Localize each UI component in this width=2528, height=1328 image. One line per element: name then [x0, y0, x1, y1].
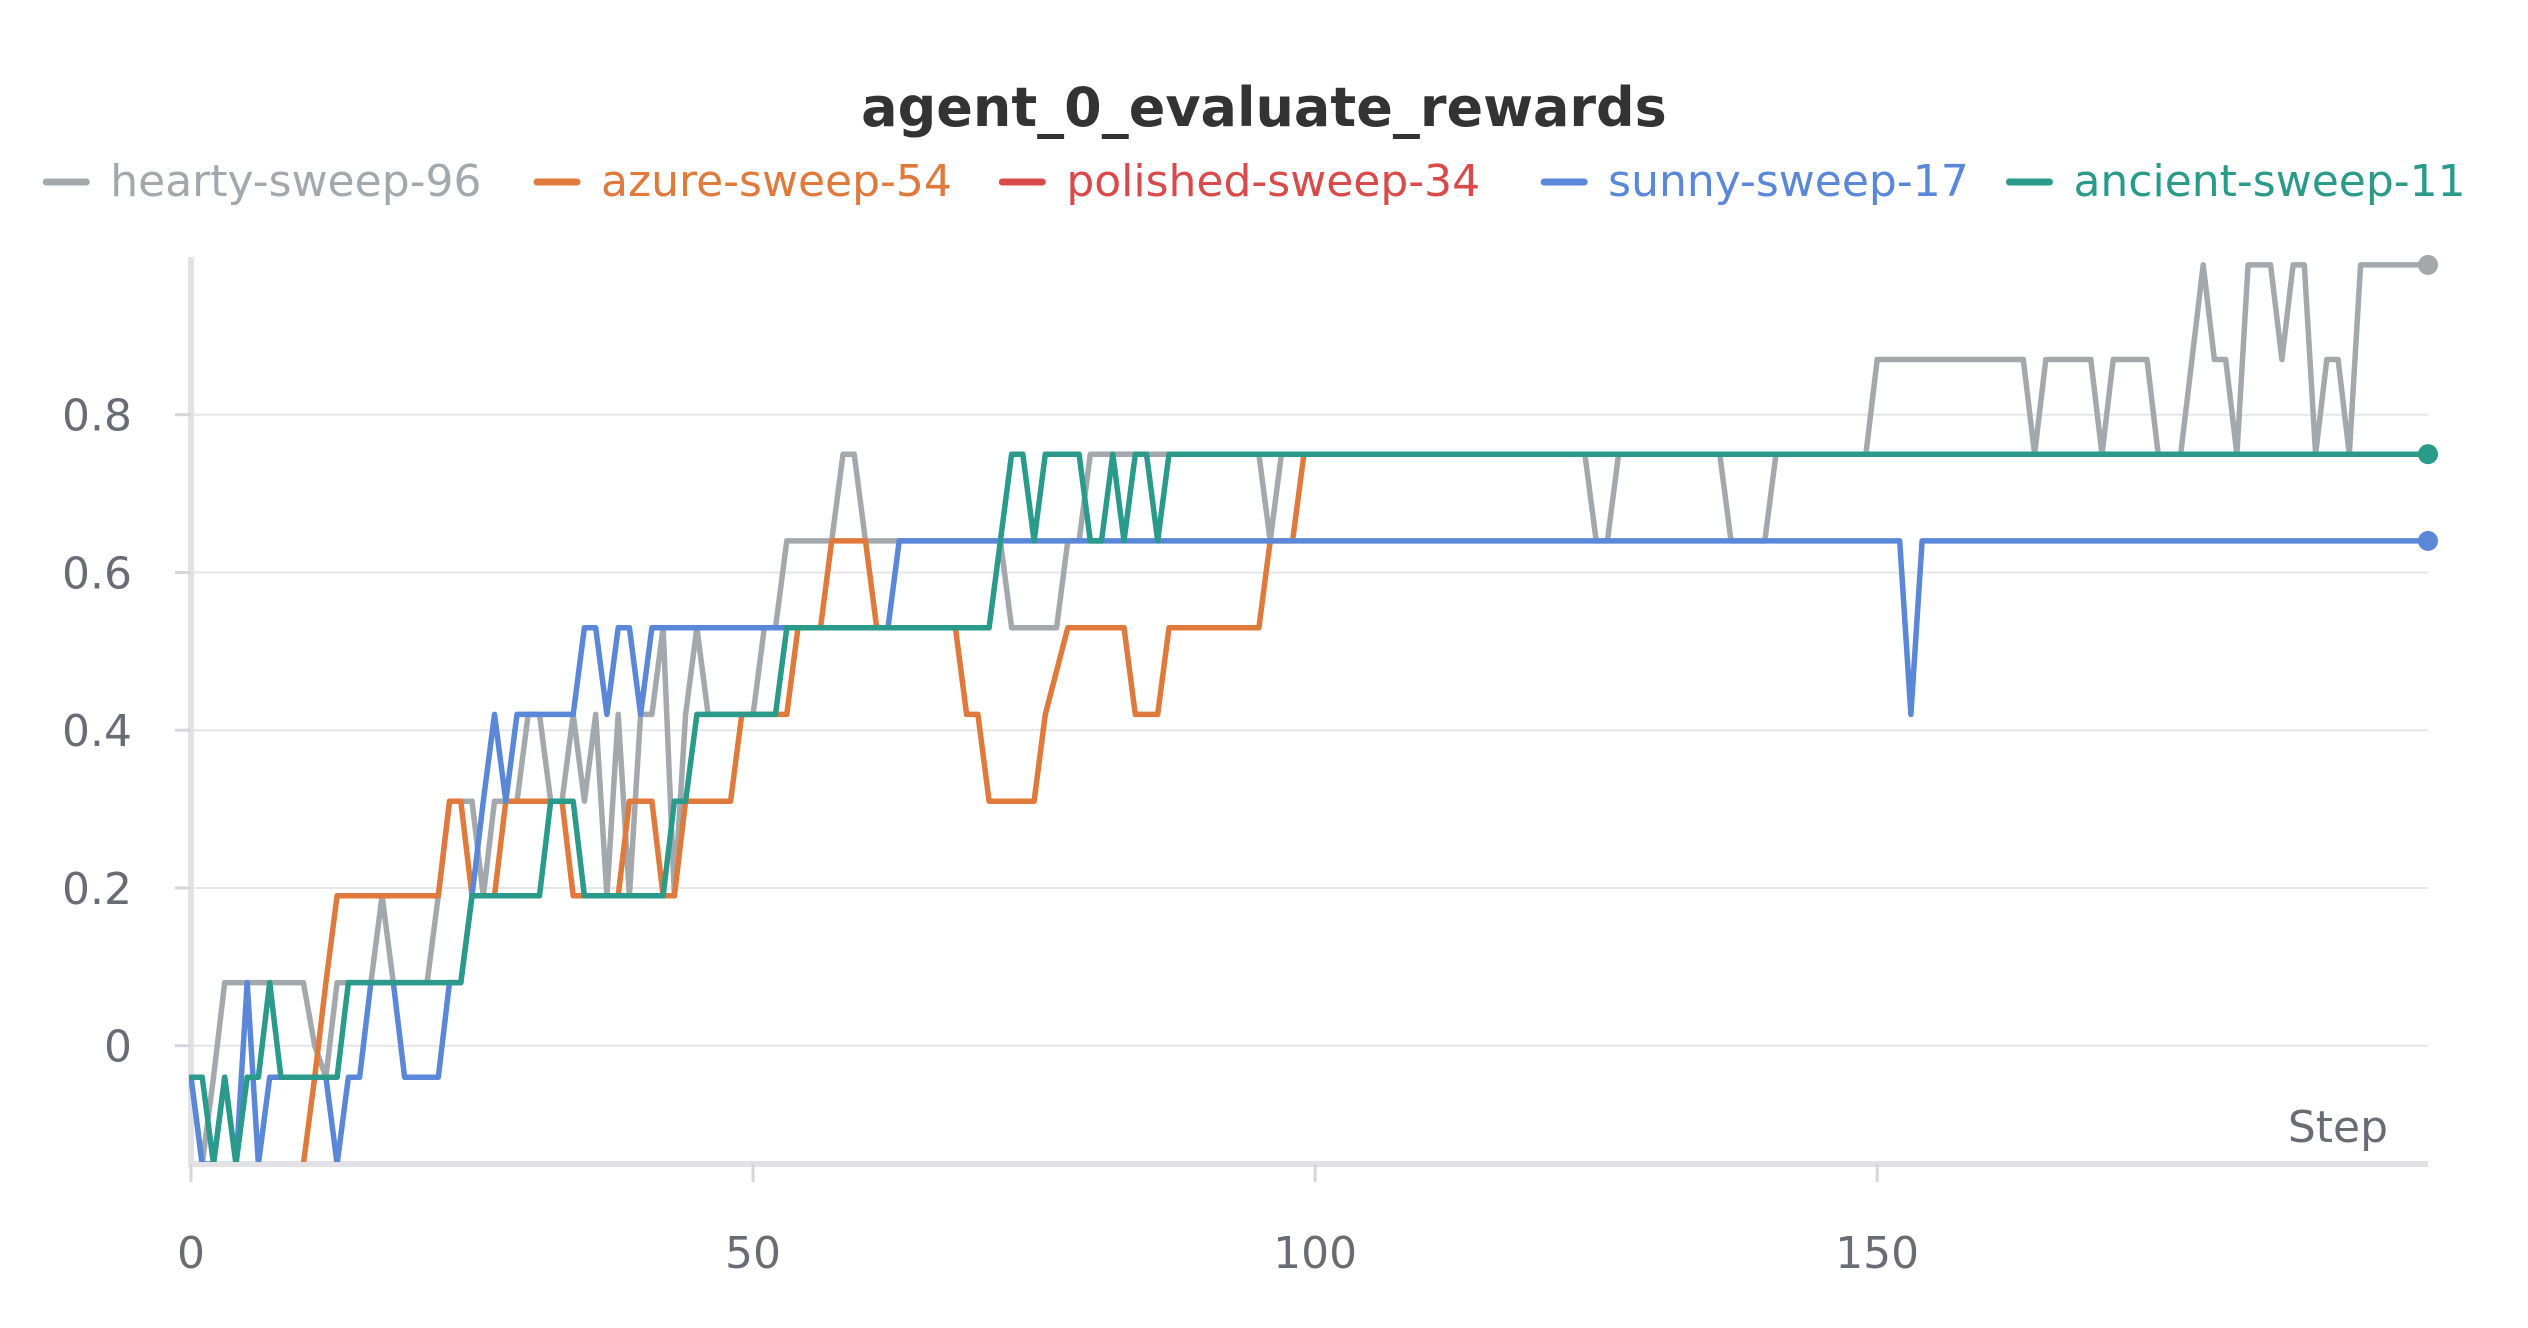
- series-group: [189, 451, 2431, 1162]
- legend-item: ancient-sweep-11: [2005, 156, 2466, 207]
- y-tick-label: 0.6: [62, 548, 132, 599]
- legend-label: sunny-sweep-17: [1608, 156, 1969, 207]
- legend-label: azure-sweep-54: [601, 156, 952, 207]
- y-axis-ticks: 0 0.2 0.4 0.6 0.8: [62, 391, 191, 1073]
- legend-label: hearty-sweep-96: [110, 156, 481, 207]
- gridlines: [191, 413, 2428, 1047]
- y-tick-label: 0: [104, 1022, 132, 1073]
- x-tick-label: 150: [1835, 1228, 1919, 1279]
- legend-label: polished-sweep-34: [1066, 156, 1480, 207]
- legend: hearty-sweep-96 azure-sweep-54 polished-sw…: [42, 156, 2466, 207]
- series-group: [300, 451, 1307, 1162]
- legend-item: azure-sweep-54: [533, 156, 952, 207]
- x-tick-label: 50: [725, 1228, 781, 1279]
- x-tick-label: 100: [1273, 1228, 1357, 1279]
- x-axis-ticks: 0 50 100 150: [177, 1164, 1919, 1279]
- y-tick-label: 0.2: [62, 864, 132, 915]
- legend-item: polished-sweep-34: [998, 156, 1480, 207]
- series-end-marker: [2418, 444, 2438, 465]
- series-end-marker: [2418, 254, 2438, 275]
- x-tick-label: 0: [177, 1228, 205, 1279]
- series-line: [189, 451, 2431, 1162]
- axes: [188, 257, 2428, 1167]
- legend-item: sunny-sweep-17: [1540, 156, 1969, 207]
- series-group: [189, 262, 2431, 1162]
- y-tick-label: 0.4: [62, 706, 132, 757]
- series-line: [189, 538, 2431, 1162]
- chart-title: agent_0_evaluate_rewards: [861, 76, 1667, 139]
- series-group: [189, 538, 2431, 1162]
- y-tick-label: 0.8: [62, 391, 132, 442]
- series-line: [300, 451, 1307, 1162]
- legend-item: hearty-sweep-96: [42, 156, 481, 207]
- x-axis-label: Step: [2288, 1102, 2388, 1153]
- series-line: [189, 262, 2431, 1162]
- series-lines: [189, 254, 2438, 1162]
- series-end-marker: [2418, 530, 2438, 551]
- legend-label: ancient-sweep-11: [2073, 156, 2465, 207]
